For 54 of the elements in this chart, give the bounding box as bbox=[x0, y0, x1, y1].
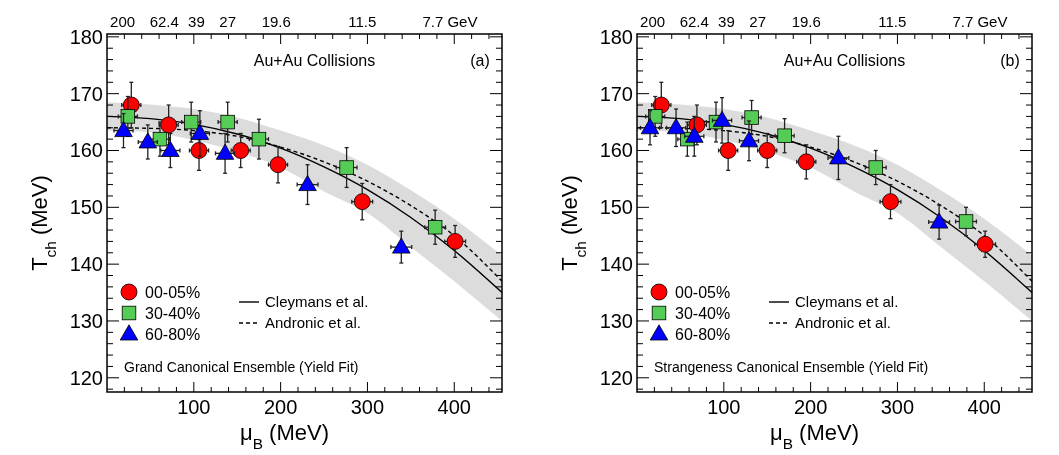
legend-label: 30-40% bbox=[145, 305, 201, 322]
x-tick-label: 300 bbox=[880, 396, 915, 418]
y-tick-label: 170 bbox=[69, 82, 103, 105]
text: 39 bbox=[718, 13, 735, 30]
legend-label: Andronic et al. bbox=[265, 314, 361, 331]
y-tick-label: 150 bbox=[69, 196, 103, 219]
legend-label: Andronic et al. bbox=[795, 314, 891, 331]
x-tick-label: 100 bbox=[707, 396, 741, 418]
legend-label: Cleymans et al. bbox=[795, 293, 899, 310]
y-tick-label: 160 bbox=[599, 139, 633, 162]
y-tick-label: 180 bbox=[599, 25, 633, 48]
x-tick-label: 200 bbox=[263, 396, 298, 418]
annotation: (a) bbox=[470, 52, 490, 69]
text: 19.6 bbox=[261, 13, 291, 30]
legend-label: 00-05% bbox=[675, 284, 731, 301]
y-tick-label: 170 bbox=[599, 82, 633, 105]
text: 27 bbox=[749, 13, 767, 30]
y-tick-label: 120 bbox=[69, 366, 103, 389]
text: 200 bbox=[640, 13, 666, 30]
annotation: Au+Au Collisions bbox=[253, 52, 376, 69]
y-tick-label: 160 bbox=[69, 139, 103, 162]
y-tick-label: 130 bbox=[69, 309, 103, 332]
y-tick-label: 150 bbox=[599, 196, 633, 219]
x-tick-label: 300 bbox=[350, 396, 385, 418]
annotation: (b) bbox=[1000, 52, 1020, 69]
text: 7.7 GeV bbox=[952, 13, 1008, 30]
legend-label: 60-80% bbox=[145, 326, 201, 343]
y-tick-label: 140 bbox=[69, 253, 103, 276]
text: 7.7 GeV bbox=[422, 13, 478, 30]
y-tick-label: 130 bbox=[599, 309, 633, 332]
text: 62.4 bbox=[149, 13, 179, 30]
legend-label: 00-05% bbox=[145, 284, 201, 301]
x-tick-label: 100 bbox=[177, 396, 211, 418]
text: 39 bbox=[188, 13, 205, 30]
text: 200 bbox=[110, 13, 136, 30]
y-tick-label: 180 bbox=[69, 25, 103, 48]
text: 19.6 bbox=[791, 13, 821, 30]
x-axis-title: μ$_{B}$ (MeV) bbox=[770, 420, 859, 452]
annotation: Grand Canonical Ensemble (Yield Fit) bbox=[124, 359, 359, 375]
legend-label: 60-80% bbox=[675, 326, 731, 343]
y-tick-label: 140 bbox=[599, 253, 633, 276]
x-tick-label: 200 bbox=[793, 396, 828, 418]
annotation: Strangeness Canonical Ensemble (Yield Fit) bbox=[654, 359, 929, 375]
annotation: Au+Au Collisions bbox=[783, 52, 906, 69]
text: 11.5 bbox=[878, 13, 907, 30]
legend-label: Cleymans et al. bbox=[265, 293, 369, 310]
text: 62.4 bbox=[679, 13, 709, 30]
x-tick-label: 400 bbox=[437, 396, 471, 418]
legend-label: 30-40% bbox=[675, 305, 731, 322]
x-tick-label: 400 bbox=[967, 396, 1001, 418]
text: 27 bbox=[219, 13, 237, 30]
y-tick-label: 120 bbox=[599, 366, 633, 389]
text: 11.5 bbox=[348, 13, 377, 30]
x-axis-title: μ$_{B}$ (MeV) bbox=[240, 420, 329, 452]
